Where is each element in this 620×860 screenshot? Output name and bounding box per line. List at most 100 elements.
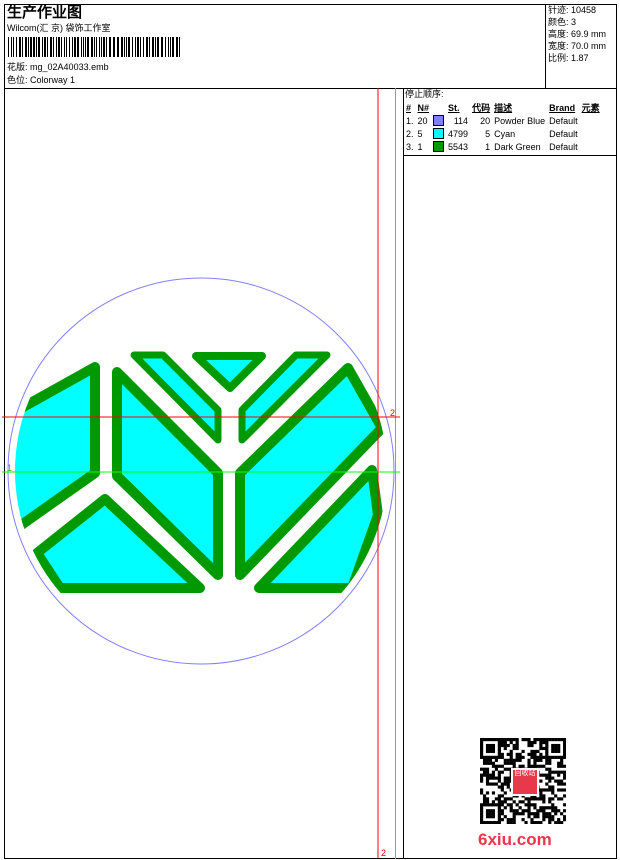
- qr-module: [554, 746, 558, 751]
- qr-module: [524, 803, 528, 807]
- qr-module: [563, 818, 566, 822]
- qr-module: [539, 752, 543, 756]
- qr-module: [527, 800, 531, 804]
- barcode-bar: [152, 37, 154, 57]
- barcode-bar: [25, 37, 27, 57]
- qr-module: [488, 821, 493, 824]
- qr-module: [512, 809, 516, 813]
- qr-module: [491, 821, 496, 824]
- qr-module: [506, 779, 510, 783]
- border-bottom: [4, 858, 617, 859]
- piece-left-lower: [32, 494, 205, 593]
- qr-module: [482, 738, 487, 742]
- table-row: 2. 5 4799 5 Cyan Default: [404, 127, 602, 140]
- brand: Default: [549, 115, 578, 126]
- qr-module: [539, 788, 543, 792]
- barcode-bar: [103, 37, 105, 57]
- qr-module: [551, 809, 555, 813]
- qr-module: [500, 794, 504, 798]
- piece-top-middle: [192, 352, 266, 392]
- qr-module: [506, 767, 510, 771]
- qr-module: [482, 770, 487, 774]
- column-header: [431, 101, 446, 114]
- qr-module: [503, 740, 507, 745]
- stat-item: 针迹: 10458: [548, 5, 606, 17]
- color-description: Cyan: [494, 128, 516, 139]
- qr-module: [563, 746, 566, 751]
- qr-module: [480, 755, 484, 759]
- barcode-bar: [124, 37, 125, 57]
- qr-module: [485, 821, 490, 824]
- qr-module: [533, 812, 537, 816]
- qr-module: [554, 806, 558, 810]
- qr-module: [551, 785, 555, 789]
- qr-module: [485, 797, 490, 801]
- qr-module: [533, 764, 537, 768]
- barcode-bar: [64, 37, 65, 57]
- qr-module: [497, 755, 501, 759]
- qr-module: [500, 770, 504, 774]
- qr-module: [503, 782, 507, 786]
- qr-module: [533, 821, 537, 824]
- qr-module: [548, 785, 552, 789]
- qr-module: [557, 770, 561, 774]
- stat-value: 10458: [571, 5, 597, 15]
- barcode-bar: [99, 37, 100, 57]
- qr-module: [497, 797, 501, 801]
- qr-module: [506, 797, 510, 801]
- qr-module: [533, 758, 537, 762]
- qr-module: [494, 821, 498, 824]
- qr-module: [530, 752, 534, 756]
- table-bottom-line: [403, 155, 617, 156]
- design-label: 花版:: [7, 62, 28, 72]
- qr-module: [542, 740, 546, 745]
- qr-module: [542, 818, 546, 822]
- row-index: 3.: [406, 141, 414, 152]
- qr-module: [548, 800, 552, 804]
- qr-module: [485, 782, 490, 786]
- qr-module: [494, 767, 498, 771]
- qr-module: [527, 803, 531, 807]
- qr-module: [551, 738, 555, 742]
- qr-module: [542, 797, 546, 801]
- qr-module: [480, 803, 484, 807]
- qr-module: [491, 755, 496, 759]
- qr-module: [497, 776, 501, 780]
- qr-module: [491, 738, 496, 742]
- qr-module: [551, 818, 555, 822]
- qr-module: [518, 758, 522, 762]
- qr-module: [563, 809, 566, 813]
- qr-module: [560, 812, 564, 816]
- barcode-bar: [53, 37, 54, 57]
- qr-module: [551, 788, 555, 792]
- qr-module: [500, 738, 504, 742]
- qr-module: [491, 803, 496, 807]
- qr-module: [488, 749, 493, 754]
- qr-module: [480, 752, 484, 756]
- qr-module: [536, 749, 540, 754]
- qr-module: [539, 764, 543, 768]
- qr-module: [551, 776, 555, 780]
- qr-module: [557, 818, 561, 822]
- qr-module: [497, 794, 501, 798]
- qr-module: [548, 738, 552, 742]
- qr-module: [539, 746, 543, 751]
- qr-module: [533, 749, 537, 754]
- qr-module: [557, 755, 561, 759]
- qr-module: [527, 740, 531, 745]
- qr-module: [557, 764, 561, 768]
- qr-module: [548, 761, 552, 765]
- qr-module: [548, 773, 552, 777]
- qr-module: [554, 779, 558, 783]
- qr-module: [557, 797, 561, 801]
- qr-module: [539, 806, 543, 810]
- qr-module: [497, 806, 501, 810]
- qr-module: [506, 785, 510, 789]
- barcode-bar: [96, 37, 97, 57]
- qr-module: [527, 797, 531, 801]
- qr-module: [485, 755, 490, 759]
- qr-module: [530, 740, 534, 745]
- page-title: 生产作业图: [7, 4, 83, 21]
- qr-module: [494, 755, 498, 759]
- qr-module: [506, 758, 510, 762]
